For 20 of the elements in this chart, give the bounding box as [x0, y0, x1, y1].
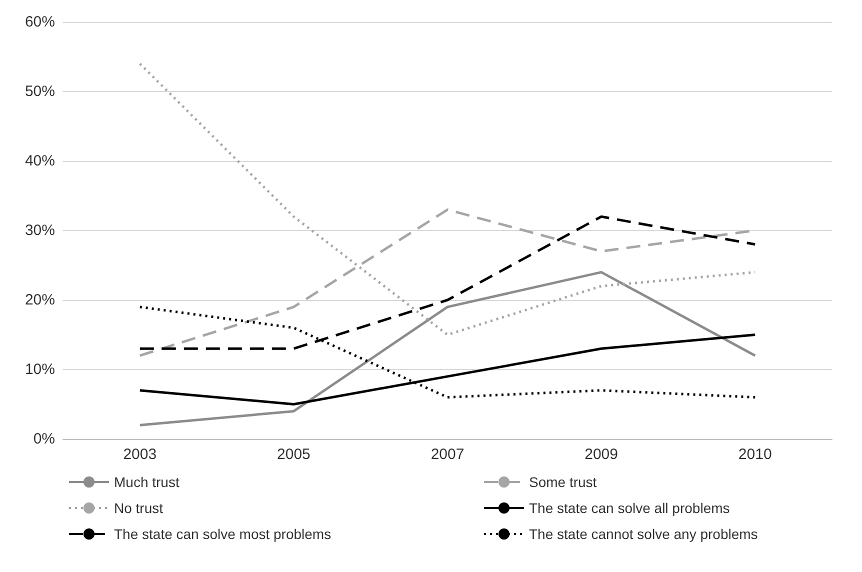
y-tick-label: 30%	[24, 222, 55, 239]
x-tick-label: 2010	[738, 446, 772, 463]
y-tick-label: 40%	[24, 152, 55, 170]
y-tick-label: 0%	[33, 430, 55, 448]
y-tick-label: 10%	[24, 361, 55, 378]
y-tick-label: 20%	[24, 292, 55, 308]
y-tick-label: 60%	[24, 14, 55, 30]
y-tick-label: 50%	[24, 83, 55, 100]
x-tick-label: 2007	[430, 446, 464, 463]
x-tick-label: 2005	[277, 446, 310, 463]
x-tick-label: 2003	[123, 446, 157, 463]
legend-label: The state can solve all problems	[529, 500, 730, 516]
legend-label: No trust	[114, 500, 164, 516]
line-series	[138, 62, 756, 336]
legend-label: The state can solve most problems	[114, 526, 332, 542]
line-series	[138, 270, 756, 426]
legend-label: Much trust	[114, 474, 180, 490]
x-tick-label: 2009	[584, 446, 618, 463]
legend-label: Some trust	[529, 474, 597, 490]
legend-label: The state cannot solve any problems	[529, 526, 758, 542]
